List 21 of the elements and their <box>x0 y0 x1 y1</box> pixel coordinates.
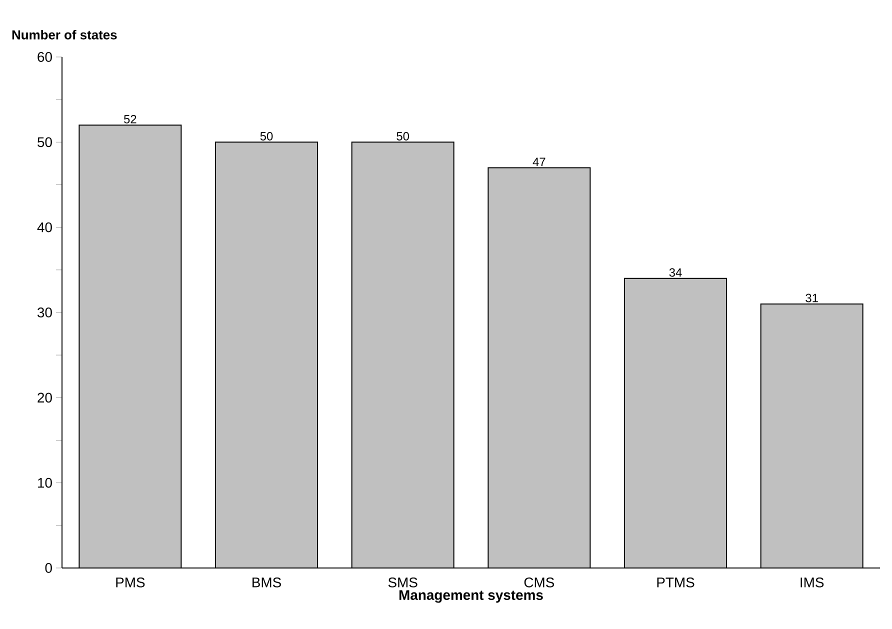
data-label: 31 <box>806 294 818 302</box>
y-tick-label: 30 <box>38 308 52 318</box>
y-tick-label: 60 <box>38 52 52 62</box>
x-tick-label: IMS <box>800 577 824 588</box>
y-tick-label: 10 <box>38 478 52 488</box>
x-tick-label: SMS <box>388 577 418 588</box>
data-label: 34 <box>669 268 682 277</box>
y-tick-label: 0 <box>45 563 52 573</box>
x-tick-label: BMS <box>252 577 281 588</box>
data-label: 50 <box>260 132 273 140</box>
x-tick-label: PTMS <box>657 577 694 588</box>
y-tick-label: 50 <box>38 137 52 148</box>
x-tick-label: PMS <box>116 577 145 588</box>
data-label: 47 <box>532 158 546 166</box>
y-tick-label: 40 <box>37 222 52 232</box>
y-axis-title: Number of states <box>12 30 117 40</box>
x-axis-title: Management systems <box>399 590 543 603</box>
data-label: 52 <box>124 114 136 124</box>
x-tick-label: CMS <box>524 577 554 588</box>
y-tick-label: 20 <box>38 392 52 403</box>
data-label: 50 <box>396 132 410 140</box>
